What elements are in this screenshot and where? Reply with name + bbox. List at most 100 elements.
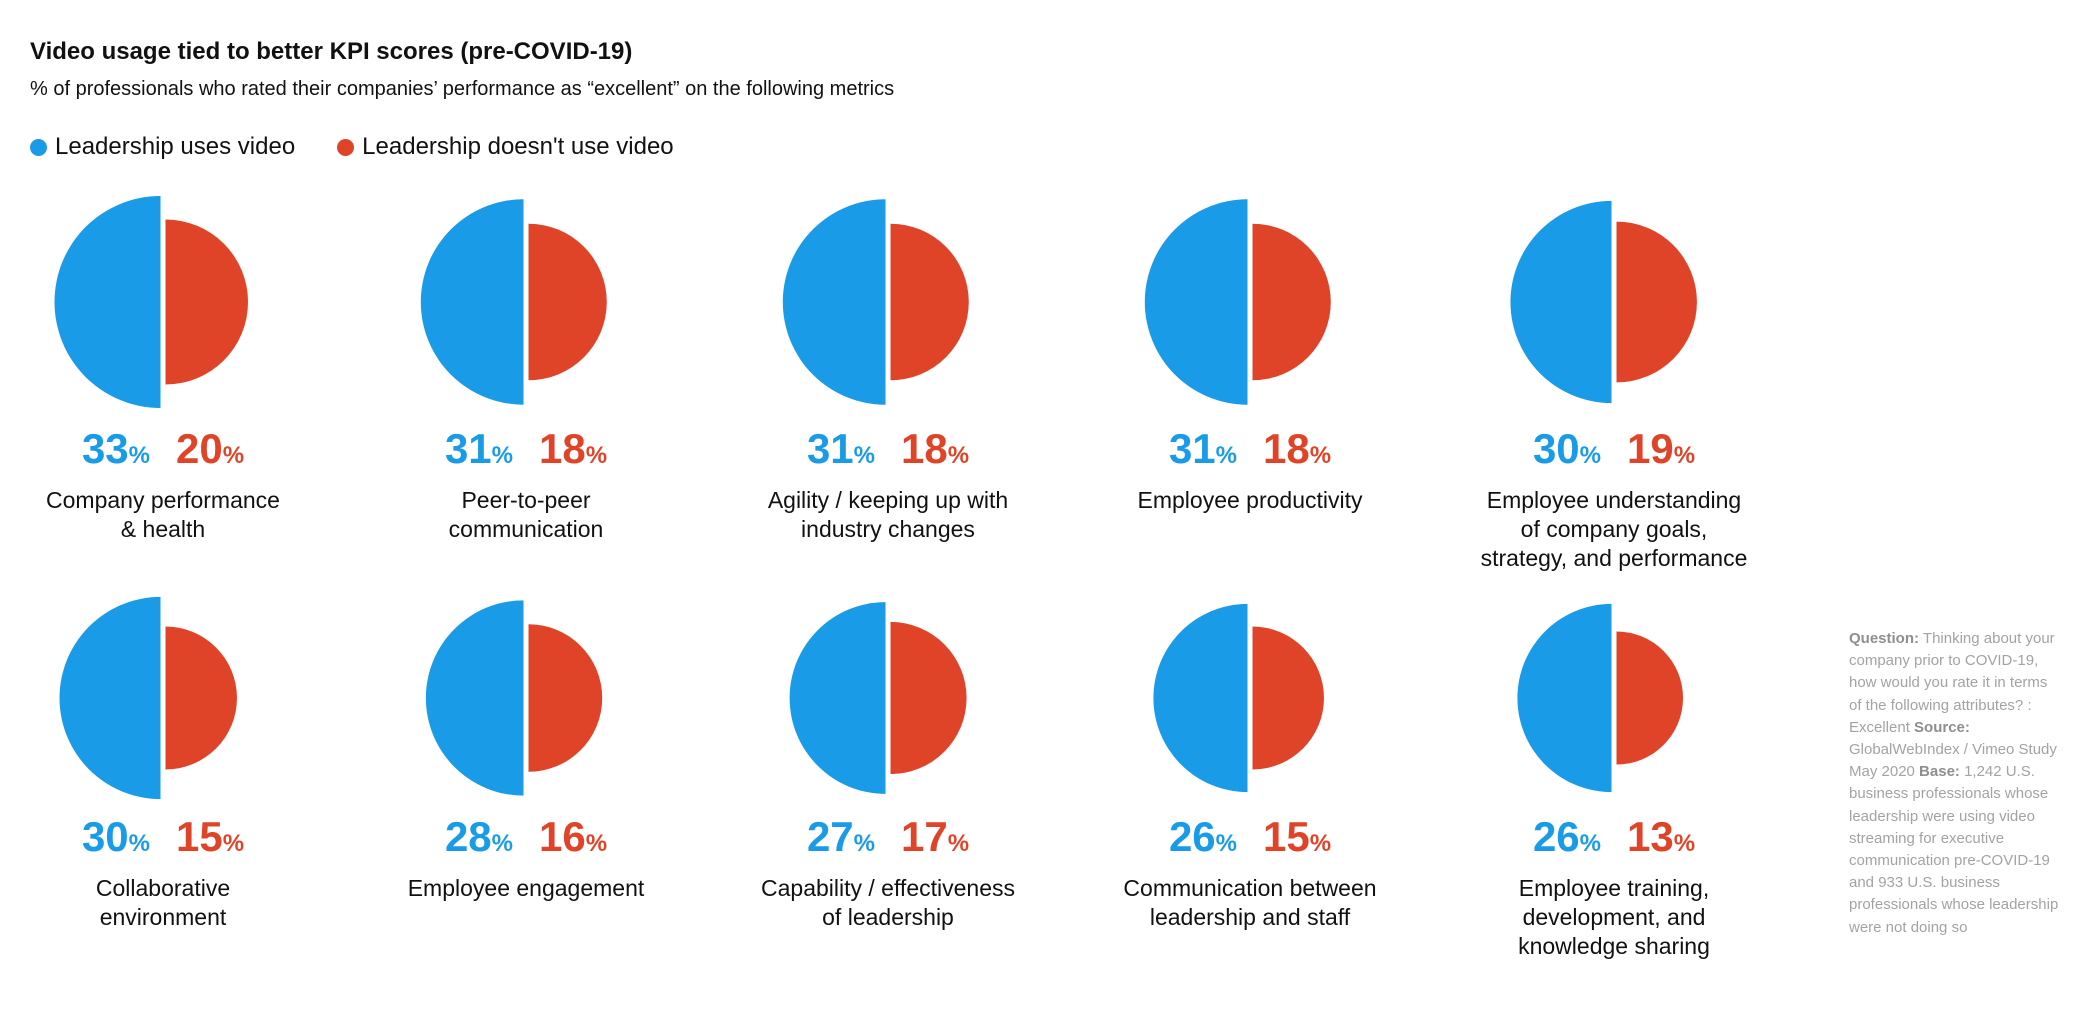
legend: Leadership uses video Leadership doesn't… — [30, 130, 716, 164]
pct-no-video: 19% — [1627, 425, 1695, 473]
pct-no-video: 13% — [1627, 813, 1695, 861]
pct-uses-video-unit: % — [1579, 830, 1601, 857]
source-label: Source: — [1914, 718, 1970, 736]
pct-uses-video-value: 31 — [806, 425, 854, 472]
pct-uses-video-unit: % — [491, 830, 513, 857]
pct-uses-video: 31% — [807, 425, 875, 473]
pct-no-video: 20% — [176, 425, 244, 473]
pct-no-video-unit: % — [947, 442, 970, 469]
kpi-label: Communication between leadership and sta… — [1123, 875, 1377, 930]
pct-no-video-value: 19 — [1627, 425, 1674, 472]
kpi-percentages: 27% 17% — [718, 813, 1058, 861]
pct-uses-video-unit: % — [1215, 830, 1237, 857]
question-text: Thinking about your company prior to COV… — [1849, 630, 2055, 736]
pct-no-video-value: 18 — [901, 425, 948, 472]
pct-uses-video-unit: % — [128, 442, 150, 469]
legend-label-no-video: Leadership doesn't use video — [362, 133, 674, 160]
pct-no-video: 18% — [1263, 425, 1331, 473]
semicircle-uses-video — [54, 196, 161, 408]
kpi-semicircle-pair — [59, 596, 237, 800]
pct-uses-video-unit: % — [491, 442, 513, 469]
pct-no-video-unit: % — [1673, 830, 1696, 857]
base-label: Base: — [1919, 763, 1960, 781]
semicircle-no-video — [1252, 223, 1331, 381]
kpi-semicircle-pair — [1153, 603, 1324, 793]
chart-title: Video usage tied to better KPI scores (p… — [30, 38, 633, 65]
base-text: 1,242 U.S. business professionals whose … — [1849, 763, 2059, 936]
semicircle-uses-video — [1510, 200, 1612, 404]
semicircle-uses-video — [425, 600, 524, 796]
pct-uses-video-unit: % — [128, 830, 150, 857]
kpi-label: Peer-to-peer communication — [448, 487, 604, 542]
kpi-semicircle-pair — [54, 196, 249, 408]
pct-no-video-unit: % — [222, 442, 245, 469]
pct-uses-video: 31% — [445, 425, 513, 473]
kpi-percentages: 31% 18% — [356, 425, 696, 473]
semicircle-uses-video — [1144, 199, 1248, 405]
pct-uses-video-unit: % — [1215, 442, 1237, 469]
pct-no-video-unit: % — [1309, 442, 1332, 469]
pct-no-video: 18% — [901, 425, 969, 473]
semicircle-no-video — [1616, 221, 1697, 383]
pct-uses-video-value: 30 — [81, 813, 129, 860]
kpi-semicircle-pair — [1144, 199, 1331, 405]
kpi-semicircle-pair — [789, 602, 967, 794]
pct-uses-video: 33% — [82, 425, 150, 473]
pct-no-video-value: 18 — [1263, 425, 1310, 472]
pct-no-video-value: 13 — [1627, 813, 1674, 860]
semicircle-no-video — [528, 223, 607, 381]
pct-uses-video-value: 26 — [1168, 813, 1216, 860]
pct-uses-video-value: 31 — [1168, 425, 1216, 472]
legend-swatch-uses-video — [30, 138, 47, 156]
kpi-label: Collaborative environment — [95, 875, 231, 930]
pct-no-video-unit: % — [222, 830, 245, 857]
legend-label-uses-video: Leadership uses video — [55, 133, 296, 160]
pct-uses-video-value: 27 — [806, 813, 854, 860]
pct-uses-video-value: 26 — [1532, 813, 1580, 860]
semicircle-no-video — [1616, 631, 1684, 765]
pct-uses-video: 26% — [1533, 813, 1601, 861]
kpi-label: Company performance & health — [46, 487, 280, 542]
pct-no-video-unit: % — [585, 830, 608, 857]
chart-subtitle: % of professionals who rated their compa… — [30, 78, 895, 100]
pct-no-video: 15% — [176, 813, 244, 861]
kpi-percentages: 30% 15% — [0, 813, 333, 861]
pct-uses-video-unit: % — [1579, 442, 1601, 469]
pct-no-video: 15% — [1263, 813, 1331, 861]
pct-no-video-unit: % — [947, 830, 970, 857]
legend-item-no-video: Leadership doesn't use video — [337, 133, 674, 161]
kpi-semicircle-pair — [1510, 200, 1697, 404]
kpi-label: Agility / keeping up with industry chang… — [767, 487, 1009, 542]
kpi-semicircle-pair — [1517, 603, 1684, 793]
pct-uses-video: 30% — [82, 813, 150, 861]
kpi-semicircle-pair — [420, 199, 607, 405]
semicircle-no-video — [528, 624, 603, 772]
pct-uses-video: 27% — [807, 813, 875, 861]
kpi-percentages: 31% 18% — [1080, 425, 1420, 473]
kpi-semicircle-pair — [782, 199, 969, 405]
pct-no-video: 18% — [539, 425, 607, 473]
kpi-label: Employee engagement — [407, 875, 645, 901]
pct-no-video: 16% — [539, 813, 607, 861]
kpi-label: Employee understanding of company goals,… — [1480, 487, 1748, 571]
pct-uses-video-value: 28 — [444, 813, 492, 860]
kpi-percentages: 33% 20% — [0, 425, 333, 473]
pct-uses-video: 28% — [445, 813, 513, 861]
kpi-label: Employee productivity — [1137, 487, 1363, 513]
pct-no-video-value: 20 — [176, 425, 223, 472]
pct-no-video-value: 18 — [539, 425, 586, 472]
pct-no-video-unit: % — [1673, 442, 1696, 469]
pct-uses-video-value: 30 — [1532, 425, 1580, 472]
pct-uses-video-unit: % — [853, 442, 875, 469]
semicircle-uses-video — [1517, 603, 1612, 793]
kpi-label: Capability / effectiveness of leadership — [761, 875, 1015, 930]
pct-uses-video-value: 33 — [81, 425, 129, 472]
legend-swatch-no-video — [337, 138, 355, 156]
semicircle-no-video — [165, 626, 237, 770]
pct-uses-video: 26% — [1169, 813, 1237, 861]
source-text: GlobalWebIndex / Vimeo Study May 2020 — [1849, 741, 2057, 781]
kpi-percentages: 31% 18% — [718, 425, 1058, 473]
question-label: Question: — [1849, 630, 1919, 647]
pct-uses-video-value: 31 — [444, 425, 492, 472]
pct-no-video: 17% — [901, 813, 969, 861]
